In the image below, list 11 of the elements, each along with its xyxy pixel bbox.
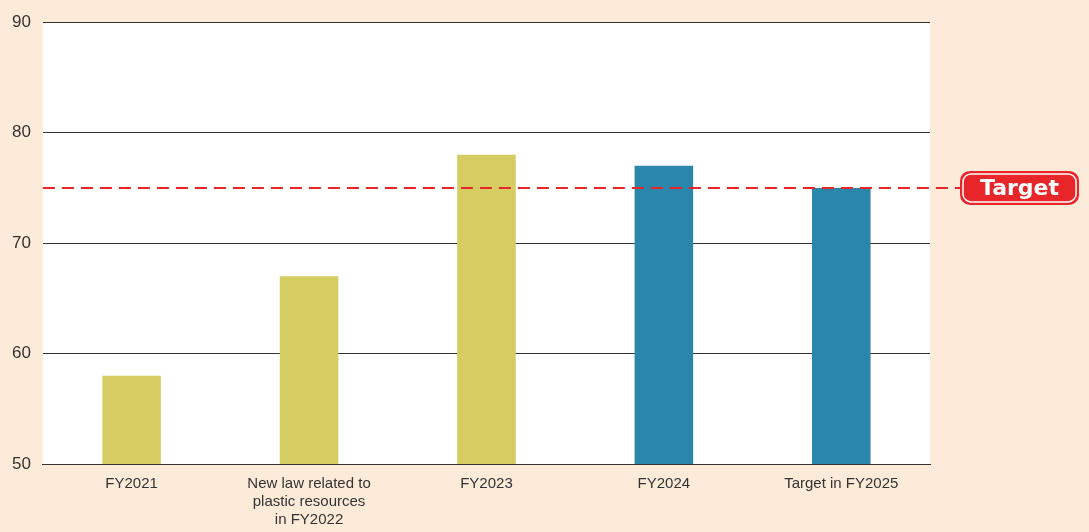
y-tick-label: 90 xyxy=(11,11,31,31)
y-tick-label: 50 xyxy=(11,453,31,473)
x-tick-label: New law related to plastic resources in FY2022 xyxy=(247,474,371,528)
x-tick-label: FY2023 xyxy=(460,474,513,492)
y-tick-label: 80 xyxy=(11,122,31,142)
y-tick-label: 70 xyxy=(11,232,31,252)
x-tick-label: FY2024 xyxy=(637,474,691,492)
x-tick-label: FY2021 xyxy=(105,474,158,492)
y-tick-label: 60 xyxy=(11,343,31,363)
ref-line-label: Target xyxy=(979,174,1060,200)
x-tick-label: Target in FY2025 xyxy=(784,474,899,492)
